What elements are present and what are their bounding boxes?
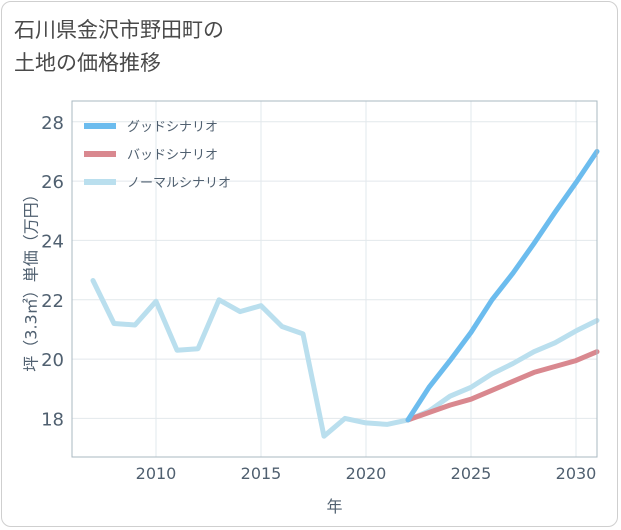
x-tick-label: 2025 xyxy=(451,464,492,483)
series-line-bad xyxy=(405,349,600,423)
y-tick-label: 28 xyxy=(41,113,64,134)
legend-label-good: グッドシナリオ xyxy=(127,120,218,135)
x-tick-label: 2030 xyxy=(556,464,597,483)
title-line-2: 土地の価格推移 xyxy=(14,51,161,75)
x-tick-label: 2020 xyxy=(346,464,387,483)
y-tick-label: 20 xyxy=(41,350,64,371)
series-line-good xyxy=(405,148,600,423)
chart-title: 石川県金沢市野田町の 土地の価格推移 xyxy=(14,14,224,80)
y-tick-label: 24 xyxy=(41,231,64,252)
legend-label-normal: ノーマルシナリオ xyxy=(127,176,231,191)
y-tick-label: 26 xyxy=(41,172,64,193)
y-tick-label: 22 xyxy=(41,291,64,312)
series-line-normal xyxy=(90,278,600,439)
x-tick-label: 2010 xyxy=(136,464,177,483)
series-lines xyxy=(90,148,600,439)
title-line-1: 石川県金沢市野田町の xyxy=(14,18,224,42)
x-tick-label: 2015 xyxy=(241,464,282,483)
y-tick-label: 18 xyxy=(41,409,64,430)
axis-ticks: 18 20 22 24 26 28 2010 2015 2020 2025 2030 xyxy=(41,113,596,483)
x-axis-label: 年 xyxy=(326,497,342,516)
plot-frame xyxy=(71,100,598,458)
legend-label-bad: バッドシナリオ xyxy=(127,148,218,163)
y-axis-label: 坪（3.3㎡）単価（万円） xyxy=(22,186,41,371)
